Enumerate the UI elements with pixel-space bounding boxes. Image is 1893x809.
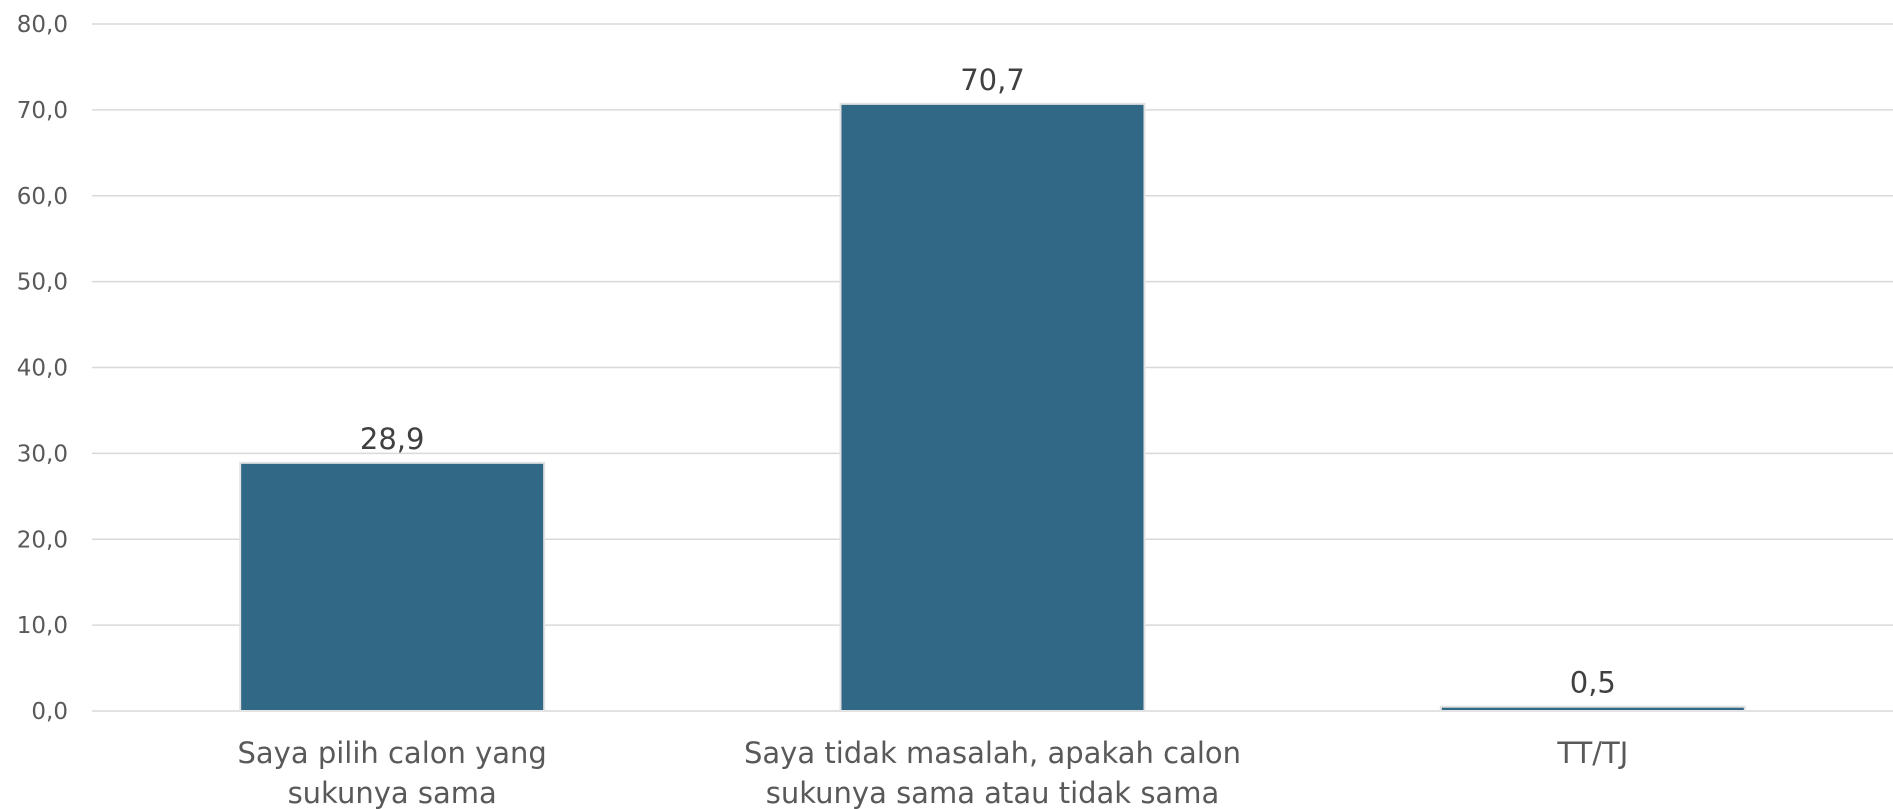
y-tick-label: 80,0	[17, 12, 68, 38]
x-axis-category-labels: Saya pilih calon yang sukunya sama Saya ti…	[237, 736, 1628, 809]
x-category-label-line: sukunya sama	[288, 776, 497, 809]
y-tick-label: 50,0	[17, 270, 68, 296]
bars	[239, 102, 1746, 713]
y-tick-label: 60,0	[17, 184, 68, 210]
y-tick-label: 10,0	[17, 613, 68, 639]
bar	[839, 102, 1146, 712]
x-category-label: Saya tidak masalah, apakah calon sukunya …	[744, 736, 1241, 809]
y-tick-label: 40,0	[17, 356, 68, 382]
data-label: 70,7	[960, 63, 1025, 97]
data-labels: 28,9 70,7 0,5	[360, 63, 1616, 700]
x-category-label: TT/TJ	[1556, 736, 1628, 770]
data-label: 0,5	[1570, 666, 1616, 700]
y-tick-label: 70,0	[17, 98, 68, 124]
x-category-label-line: TT/TJ	[1556, 736, 1628, 770]
y-tick-label: 0,0	[31, 699, 68, 725]
x-category-label-line: Saya pilih calon yang	[237, 736, 546, 770]
y-tick-label: 30,0	[17, 441, 68, 467]
x-category-label: Saya pilih calon yang sukunya sama	[237, 736, 546, 809]
bar	[1439, 705, 1746, 712]
x-category-label-line: Saya tidak masalah, apakah calon	[744, 736, 1241, 770]
y-axis-tick-labels: 0,0 10,0 20,0 30,0 40,0 50,0 60,0 70,0 80,0	[17, 12, 68, 725]
x-category-label-line: sukunya sama atau tidak sama	[766, 776, 1219, 809]
y-tick-label: 20,0	[17, 527, 68, 553]
data-label: 28,9	[360, 422, 425, 456]
bar	[239, 461, 546, 713]
